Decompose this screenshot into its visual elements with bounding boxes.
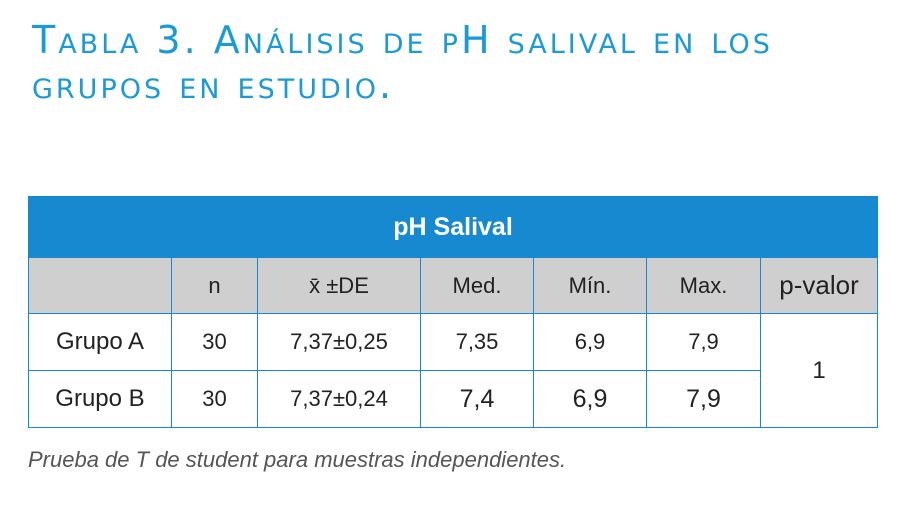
row-group-label: Grupo B [28, 370, 172, 428]
column-header-median: Med. [420, 257, 534, 314]
table-title: Tabla 3. Análisis de pH salival en los g… [32, 18, 773, 107]
cell-min: 6,9 [533, 313, 647, 371]
column-header-n: n [171, 257, 258, 314]
cell-min: 6,9 [533, 370, 647, 428]
cell-mean-sd: 7,37±0,25 [257, 313, 421, 371]
data-table-container: pH Salival n x̄ ±DE Med. Mín. Max. p-val… [27, 196, 879, 428]
column-header-empty [28, 257, 172, 314]
column-header-p-value: p-valor [759, 257, 879, 314]
cell-n: 30 [171, 313, 258, 371]
column-header-mean-sd: x̄ ±DE [257, 257, 421, 314]
cell-mean-sd: 7,37±0,24 [257, 370, 421, 428]
table-row: Grupo A 30 7,37±0,25 7,35 6,9 7,9 1 [28, 313, 879, 428]
cell-median: 7,4 [420, 370, 534, 428]
cell-n: 30 [171, 370, 258, 428]
column-header-min: Mín. [533, 257, 647, 314]
table-band-header: pH Salival [27, 196, 879, 258]
cell-p-value: 1 [759, 313, 879, 428]
table-row: Grupo B 30 7,37±0,24 7,4 6,9 7,9 [28, 370, 878, 428]
cell-median: 7,35 [420, 313, 534, 371]
row-group-label: Grupo A [28, 313, 172, 371]
cell-max: 7,9 [646, 370, 761, 428]
table-footnote: Prueba de T de student para muestras ind… [28, 447, 567, 472]
column-header-max: Max. [646, 257, 761, 314]
ph-salival-table: pH Salival n x̄ ±DE Med. Mín. Max. p-val… [27, 196, 879, 428]
cell-max: 7,9 [646, 313, 761, 371]
